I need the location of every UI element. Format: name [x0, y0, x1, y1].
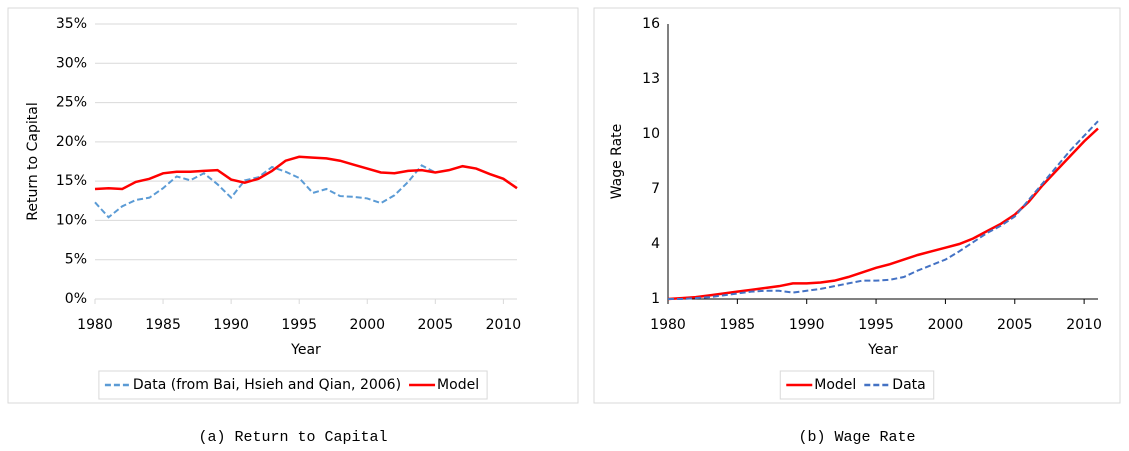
caption: (a) Return to Capital — [198, 429, 387, 446]
x-axis-title: Year — [290, 342, 321, 358]
y-tick-label: 15% — [56, 173, 87, 189]
y-axis-title: Return to Capital — [25, 102, 41, 221]
x-tick-label: 1990 — [213, 317, 249, 333]
y-axis-title: Wage Rate — [609, 124, 625, 200]
series-line — [94, 155, 518, 191]
legend-box — [98, 370, 488, 400]
series-line — [667, 127, 1099, 301]
y-tick-label: 35% — [56, 16, 87, 32]
y-tick-label: 4 — [651, 236, 660, 252]
x-tick-label: 1985 — [145, 317, 181, 333]
series-line — [668, 120, 1099, 300]
x-tick-label: 2005 — [997, 317, 1033, 333]
y-tick-label: 20% — [56, 134, 87, 150]
legend-label: Model — [814, 377, 856, 393]
y-tick-label: 1 — [651, 291, 660, 307]
y-tick-label: 16 — [642, 16, 660, 32]
series-line — [94, 164, 436, 219]
x-tick-label: 1980 — [650, 317, 686, 333]
x-tick-label: 1990 — [789, 317, 825, 333]
y-tick-label: 13 — [642, 71, 660, 87]
legend-label: Data — [892, 377, 925, 393]
legend-label: Model — [437, 377, 479, 393]
chart-frame — [7, 7, 579, 404]
x-tick-label: 1985 — [720, 317, 756, 333]
x-axis-title: Year — [867, 342, 898, 358]
x-tick-label: 2010 — [486, 317, 522, 333]
x-tick-label: 2000 — [349, 317, 385, 333]
y-tick-label: 0% — [65, 291, 87, 307]
y-tick-label: 10 — [642, 126, 660, 142]
y-tick-label: 10% — [56, 212, 87, 228]
y-tick-label: 25% — [56, 95, 87, 111]
x-tick-label: 2005 — [418, 317, 454, 333]
legend-box — [779, 370, 935, 400]
legend-label: Data (from Bai, Hsieh and Qian, 2006) — [133, 377, 401, 393]
y-tick-label: 30% — [56, 55, 87, 71]
x-tick-label: 2010 — [1066, 317, 1102, 333]
x-tick-label: 1980 — [77, 317, 113, 333]
chart-frame — [593, 7, 1121, 404]
x-tick-label: 1995 — [858, 317, 894, 333]
caption: (b) Wage Rate — [798, 429, 915, 446]
y-tick-label: 7 — [651, 181, 660, 197]
y-tick-label: 5% — [65, 252, 87, 268]
x-tick-label: 2000 — [928, 317, 964, 333]
x-tick-label: 1995 — [281, 317, 317, 333]
